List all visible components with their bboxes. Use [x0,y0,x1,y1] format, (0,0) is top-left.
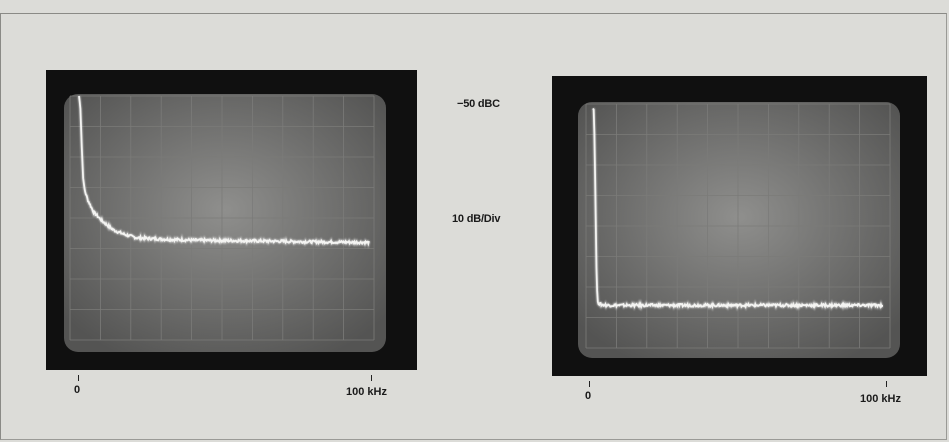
graticule [69,95,375,341]
x-tick-label-right-100: 100 kHz [860,393,901,405]
crt-screen [64,94,386,352]
spectrum-plot-right [578,102,900,358]
x-tick-label-left-0: 0 [74,384,81,396]
oscilloscope-bezel-left [46,70,417,370]
x-tick-mark-left-100 [371,375,372,381]
x-tick-mark-right-0 [589,381,590,387]
reference-level-label: −50 dBC [457,98,500,110]
spectrum-plot-left [64,94,386,352]
scale-label: 10 dB/Div [452,213,501,225]
page-border [0,13,947,440]
x-tick-label-right-0: 0 [585,390,592,402]
x-tick-label-left-100: 100 kHz [346,386,387,398]
spectrum-trace [592,107,884,310]
crt-screen [578,102,900,358]
x-tick-mark-left-0 [78,375,79,381]
spectrum-trace [78,95,370,247]
oscilloscope-bezel-right [552,76,927,376]
x-tick-mark-right-100 [886,381,887,387]
